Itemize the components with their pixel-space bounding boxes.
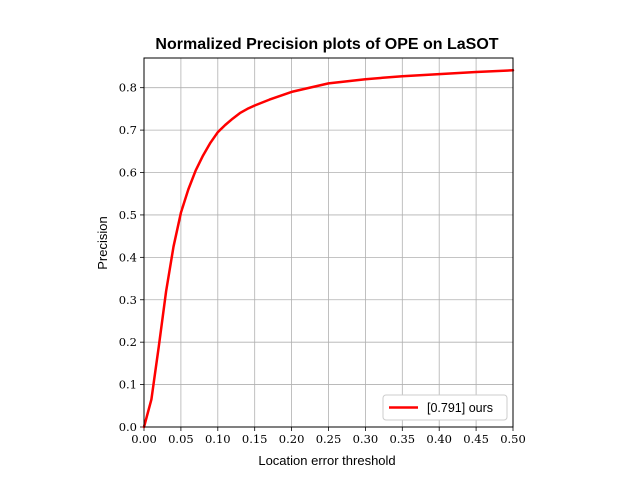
y-ticks: 0.0 0.1 0.2 0.3 0.4 0.5 0.6 0.7 0.8 (119, 81, 144, 434)
x-tick-label: 0.30 (353, 432, 379, 446)
y-axis-label: Precision (95, 216, 110, 269)
grid (144, 58, 513, 427)
x-tick-label: 0.15 (242, 432, 268, 446)
x-tick-label: 0.25 (316, 432, 342, 446)
y-tick-label: 0.8 (119, 81, 137, 95)
x-tick-label: 0.35 (389, 432, 415, 446)
series-group (142, 69, 515, 429)
y-tick-label: 0.1 (119, 378, 137, 392)
legend-label: [0.791] ours (427, 401, 493, 415)
x-axis-label: Location error threshold (258, 453, 395, 468)
y-tick-label: 0.2 (119, 335, 137, 349)
y-tick-label: 0.0 (119, 420, 137, 434)
y-tick-label: 0.7 (119, 123, 137, 137)
x-tick-label: 0.40 (426, 432, 452, 446)
x-tick-label: 0.05 (168, 432, 194, 446)
x-tick-label: 0.20 (279, 432, 305, 446)
x-tick-label: 0.50 (500, 432, 526, 446)
chart-title: Normalized Precision plots of OPE on LaS… (155, 36, 498, 53)
y-tick-label: 0.6 (119, 166, 137, 180)
x-tick-label: 0.00 (131, 432, 157, 446)
y-tick-label: 0.3 (119, 293, 137, 307)
plot-frame (143, 57, 514, 428)
y-tick-label: 0.4 (119, 250, 137, 264)
x-tick-label: 0.10 (205, 432, 231, 446)
legend-box (382, 394, 508, 421)
x-tick-label: 0.45 (463, 432, 489, 446)
legend: [0.791] ours (382, 394, 508, 421)
series-line (142, 69, 515, 429)
x-ticks: 0.00 0.05 0.10 0.15 0.20 0.25 0.30 0.35 0.40 0.45… (131, 427, 526, 446)
y-tick-label: 0.5 (119, 208, 137, 222)
